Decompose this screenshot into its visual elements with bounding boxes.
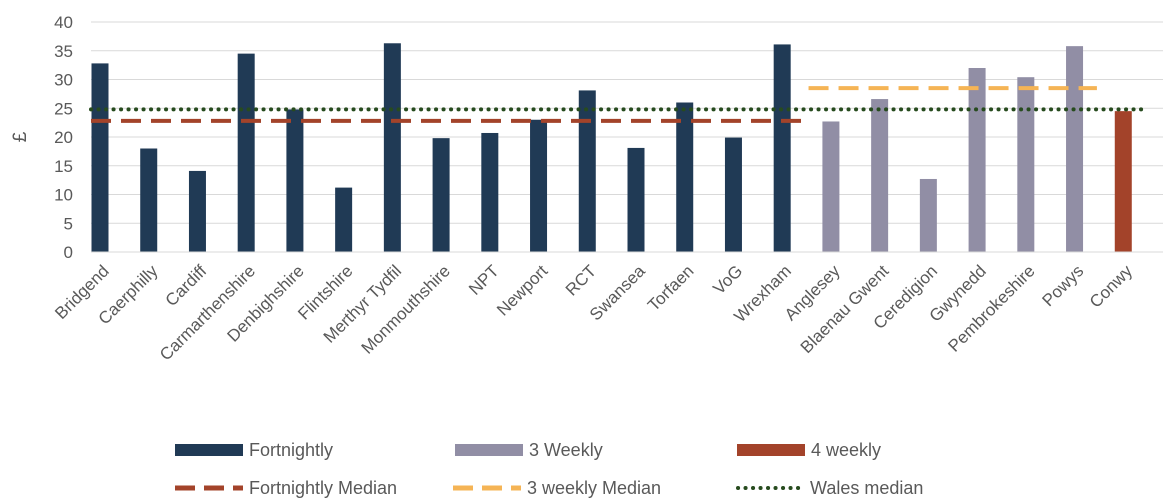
y-tick-label: 10 bbox=[54, 186, 73, 205]
bar-swansea bbox=[627, 147, 645, 252]
bar-powys bbox=[1066, 46, 1084, 253]
bar-wrexham bbox=[773, 44, 791, 252]
reference-lines bbox=[89, 86, 1148, 123]
y-tick-label: 40 bbox=[54, 13, 73, 32]
bar-torfaen bbox=[676, 102, 694, 252]
y-tick-label: 0 bbox=[64, 243, 73, 262]
x-tick-label: Monmouthshire bbox=[358, 261, 454, 357]
bar-npt bbox=[481, 132, 499, 252]
bar-caerphilly bbox=[140, 148, 158, 252]
x-tick-label: Conwy bbox=[1086, 261, 1137, 312]
bar-anglesey bbox=[822, 121, 840, 252]
y-tick-label: 30 bbox=[54, 71, 73, 90]
bars bbox=[91, 43, 1132, 253]
bar-carmarthenshire bbox=[237, 53, 255, 252]
bar-blaenau-gwent bbox=[871, 99, 889, 252]
x-tick-label: VoG bbox=[709, 261, 746, 298]
x-tick-label: Blaenau Gwent bbox=[797, 261, 893, 357]
y-axis-ticks: 0 5 10 15 20 25 30 35 40 bbox=[54, 13, 73, 262]
x-tick-label: Torfaen bbox=[644, 261, 698, 315]
y-tick-label: 5 bbox=[64, 214, 73, 233]
bar-denbighshire bbox=[286, 109, 304, 253]
y-tick-label: 25 bbox=[54, 99, 73, 118]
bar-flintshire bbox=[335, 187, 353, 252]
bar-newport bbox=[530, 119, 548, 252]
bar-monmouthshire bbox=[432, 138, 450, 252]
bar-cardiff bbox=[188, 170, 206, 252]
bar-conwy bbox=[1114, 111, 1132, 252]
y-tick-label: 35 bbox=[54, 42, 73, 61]
bar-pembrokeshire bbox=[1017, 77, 1035, 252]
y-tick-label: 20 bbox=[54, 128, 73, 147]
x-tick-label: RCT bbox=[562, 261, 600, 299]
bar-ceredigion bbox=[919, 178, 937, 252]
bar-vog bbox=[724, 137, 742, 252]
x-tick-label: NPT bbox=[465, 261, 502, 298]
bar-bridgend bbox=[91, 63, 109, 253]
y-tick-label: 15 bbox=[54, 157, 73, 176]
x-tick-label: Powys bbox=[1039, 261, 1088, 310]
bar-merthyr-tydfil bbox=[383, 43, 401, 253]
y-axis-label: £ bbox=[10, 131, 31, 142]
x-tick-label: Newport bbox=[493, 261, 551, 319]
x-tick-label: Pembrokeshire bbox=[944, 261, 1038, 355]
bar-gwynedd bbox=[968, 68, 986, 252]
bar-rct bbox=[578, 90, 596, 252]
